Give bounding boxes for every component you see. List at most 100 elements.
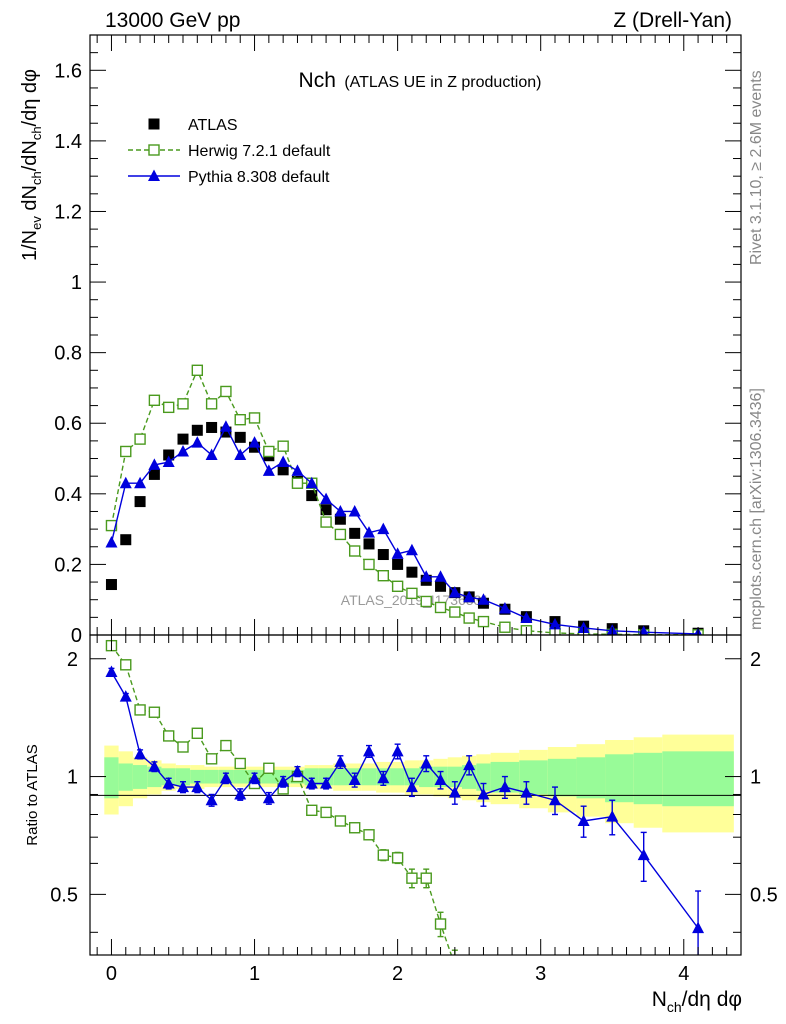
data-point-0-16: [334, 513, 346, 525]
data-point-0-6: [191, 424, 203, 436]
ratio-point-1-28: [520, 786, 533, 798]
inner-band-segment: [447, 766, 462, 788]
data-point-1-12: [277, 440, 289, 452]
ratio-point-0-23: [434, 918, 447, 930]
data-point-2-11: [262, 464, 275, 476]
data-point-2-5: [177, 444, 189, 457]
inner-band-segment: [633, 752, 663, 805]
x-tick-label: 0: [106, 963, 117, 985]
inner-band-segment: [175, 768, 191, 786]
data-point-2-28: [520, 611, 533, 624]
data-point-0-17: [349, 527, 361, 539]
data-point-0-3: [148, 468, 160, 480]
inner-band-segment: [318, 768, 334, 786]
rivet-version-label: Rivet 3.1.10, ≥ 2.6M events: [748, 70, 765, 265]
data-point-2-20: [391, 547, 404, 559]
data-point-1-0: [105, 519, 118, 532]
main-series-layer: [105, 364, 704, 635]
inner-band-segment: [361, 768, 377, 786]
ratio-point-0-11: [263, 762, 275, 774]
ratio-point-0-6: [191, 727, 204, 739]
main-y-tick-label: 0.8: [54, 343, 82, 365]
data-point-1-2: [134, 433, 146, 445]
x-axis-label: Nch/dη dφ: [652, 988, 742, 1015]
ratio-point-1-10: [248, 771, 261, 784]
ratio-point-1-29: [549, 793, 561, 806]
data-point-1-24: [449, 606, 461, 618]
ratio-point-1-11: [262, 791, 275, 804]
series-line-2: [110, 425, 699, 635]
ratio-y-tick-label-right: 2: [750, 649, 761, 671]
data-point-0-2: [134, 496, 146, 508]
inner-band-segment: [190, 769, 205, 784]
legend-label-0: ATLAS: [188, 117, 238, 134]
ratio-y-axis-label: Ratio to ATLAS: [24, 744, 41, 845]
ratio-point-1-12: [277, 775, 290, 787]
ratio-point-1-27: [498, 780, 511, 793]
ratio-point-0-9: [234, 757, 246, 770]
ratio-point-1-4: [162, 777, 175, 789]
data-point-1-3: [148, 394, 161, 406]
data-point-0-12: [277, 464, 289, 476]
inner-band-segment: [233, 769, 248, 784]
inner-band-segment: [104, 757, 119, 799]
main-y-tick-label: 1.6: [54, 60, 82, 82]
ratio-point-1-22: [420, 756, 433, 769]
ratio-line-1: [110, 671, 699, 929]
data-point-2-26: [477, 593, 490, 605]
inner-band-segment: [419, 766, 434, 788]
ratio-plot-frame: [89, 634, 742, 956]
data-point-1-17: [348, 545, 361, 557]
data-point-2-6: [191, 436, 204, 448]
ratio-point-1-32: [637, 848, 650, 861]
data-point-1-26: [477, 615, 490, 628]
data-point-1-4: [162, 401, 175, 414]
main-y-tick-label: 0.6: [54, 413, 82, 435]
data-point-1-10: [248, 412, 261, 424]
data-point-1-11: [263, 445, 275, 458]
ratio-point-1-3: [148, 760, 161, 772]
ratio-point-1-20: [391, 744, 404, 757]
ratio-point-1-6: [191, 780, 204, 793]
ratio-point-1-24: [448, 786, 461, 798]
main-y-tick-label: 0.2: [54, 554, 82, 576]
data-point-2-16: [334, 504, 347, 517]
main-y-tick-label: 1.4: [54, 131, 82, 153]
data-point-1-1: [120, 445, 132, 458]
data-point-0-18: [363, 538, 375, 550]
data-point-2-3: [148, 458, 161, 470]
data-point-0-0: [105, 579, 117, 591]
data-point-2-21: [405, 543, 418, 556]
inner-band-segment: [204, 769, 219, 784]
inner-band-segment: [476, 763, 491, 791]
ratio-point-0-14: [306, 804, 318, 816]
main-y-tick-label: 0.4: [54, 484, 82, 506]
data-point-2-7: [205, 448, 218, 460]
legend-label-1: Herwig 7.2.1 default: [188, 143, 331, 160]
data-point-1-5: [177, 398, 189, 410]
data-point-0-4: [163, 449, 175, 461]
data-point-1-9: [234, 414, 246, 426]
data-point-2-10: [248, 436, 261, 448]
data-point-0-7: [206, 421, 218, 433]
ratio-point-0-7: [205, 753, 218, 765]
chart-title-sub: (ATLAS UE in Z production): [344, 74, 541, 91]
ratio-point-0-16: [334, 815, 347, 827]
inner-band-segment: [519, 760, 548, 795]
data-point-2-25: [463, 590, 476, 603]
data-point-2-19: [377, 522, 390, 535]
legend-marker-2: [148, 169, 160, 181]
ratio-point-1-2: [134, 747, 147, 760]
data-point-1-22: [420, 595, 432, 608]
data-point-0-5: [177, 433, 189, 445]
legend: ATLAS Herwig 7.2.1 default Pythia 8.308 de…: [128, 117, 331, 186]
main-y-tick-label: 1: [71, 272, 82, 294]
ratio-y-tick-label: 0.5: [50, 884, 78, 906]
main-y-axis-label: 1/Nev dNch/dNch/dη dφ: [19, 69, 44, 261]
data-point-1-13: [291, 477, 304, 489]
data-point-2-12: [277, 455, 290, 468]
data-point-1-16: [334, 528, 347, 541]
data-point-1-6: [191, 364, 204, 376]
data-point-0-20: [392, 558, 404, 570]
